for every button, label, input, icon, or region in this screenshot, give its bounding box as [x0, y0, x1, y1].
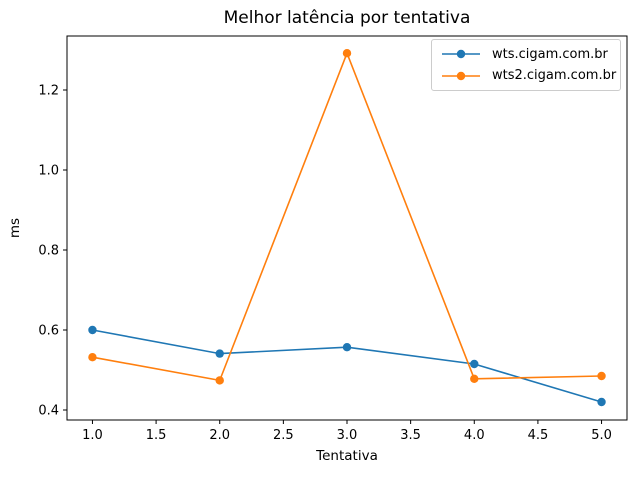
x-tick-label: 1.0: [82, 428, 103, 443]
data-point: [88, 325, 97, 335]
data-point: [215, 376, 224, 385]
legend: wts.cigam.com.br wts2.cigam.com.br: [431, 39, 621, 91]
y-tick-label: 0.6: [38, 324, 59, 339]
axes-frame: [66, 35, 628, 421]
x-tick-label: 2.5: [273, 428, 294, 443]
y-axis-label: ms: [7, 217, 23, 239]
y-tick-label: 0.8: [38, 244, 59, 259]
data-point: [88, 353, 97, 362]
y-tick-label: 0.4: [38, 404, 59, 419]
data-point: [470, 359, 479, 369]
x-tick-label: 3.5: [400, 428, 421, 443]
x-tick-label: 2.0: [209, 428, 230, 443]
x-tick-label: 4.0: [464, 428, 485, 443]
data-point: [342, 343, 352, 352]
x-tick-label: 5.0: [591, 428, 612, 443]
y-tick-label: 1.0: [38, 164, 59, 179]
legend-line-sample: [442, 49, 480, 59]
chart-title: Melhor latência por tentativa: [223, 8, 471, 28]
legend-entry: wts2.cigam.com.br: [440, 68, 620, 83]
legend-label: wts2.cigam.com.br: [492, 68, 617, 84]
series-line-1: [92, 50, 602, 382]
legend-line-sample: [442, 71, 480, 81]
series-line-0: [92, 329, 602, 403]
x-axis-label: Tentativa: [316, 448, 378, 464]
data-point: [215, 349, 224, 358]
x-tick-label: 4.5: [528, 428, 549, 443]
legend-label: wts.cigam.com.br: [492, 46, 608, 62]
data-point: [597, 371, 606, 381]
y-tick-label: 1.2: [38, 84, 59, 99]
legend-entry: wts.cigam.com.br: [440, 47, 620, 62]
data-point: [470, 374, 479, 383]
data-point: [597, 397, 606, 407]
x-tick-label: 1.5: [146, 428, 167, 443]
x-tick-label: 3.0: [337, 428, 358, 443]
data-point: [342, 49, 352, 58]
